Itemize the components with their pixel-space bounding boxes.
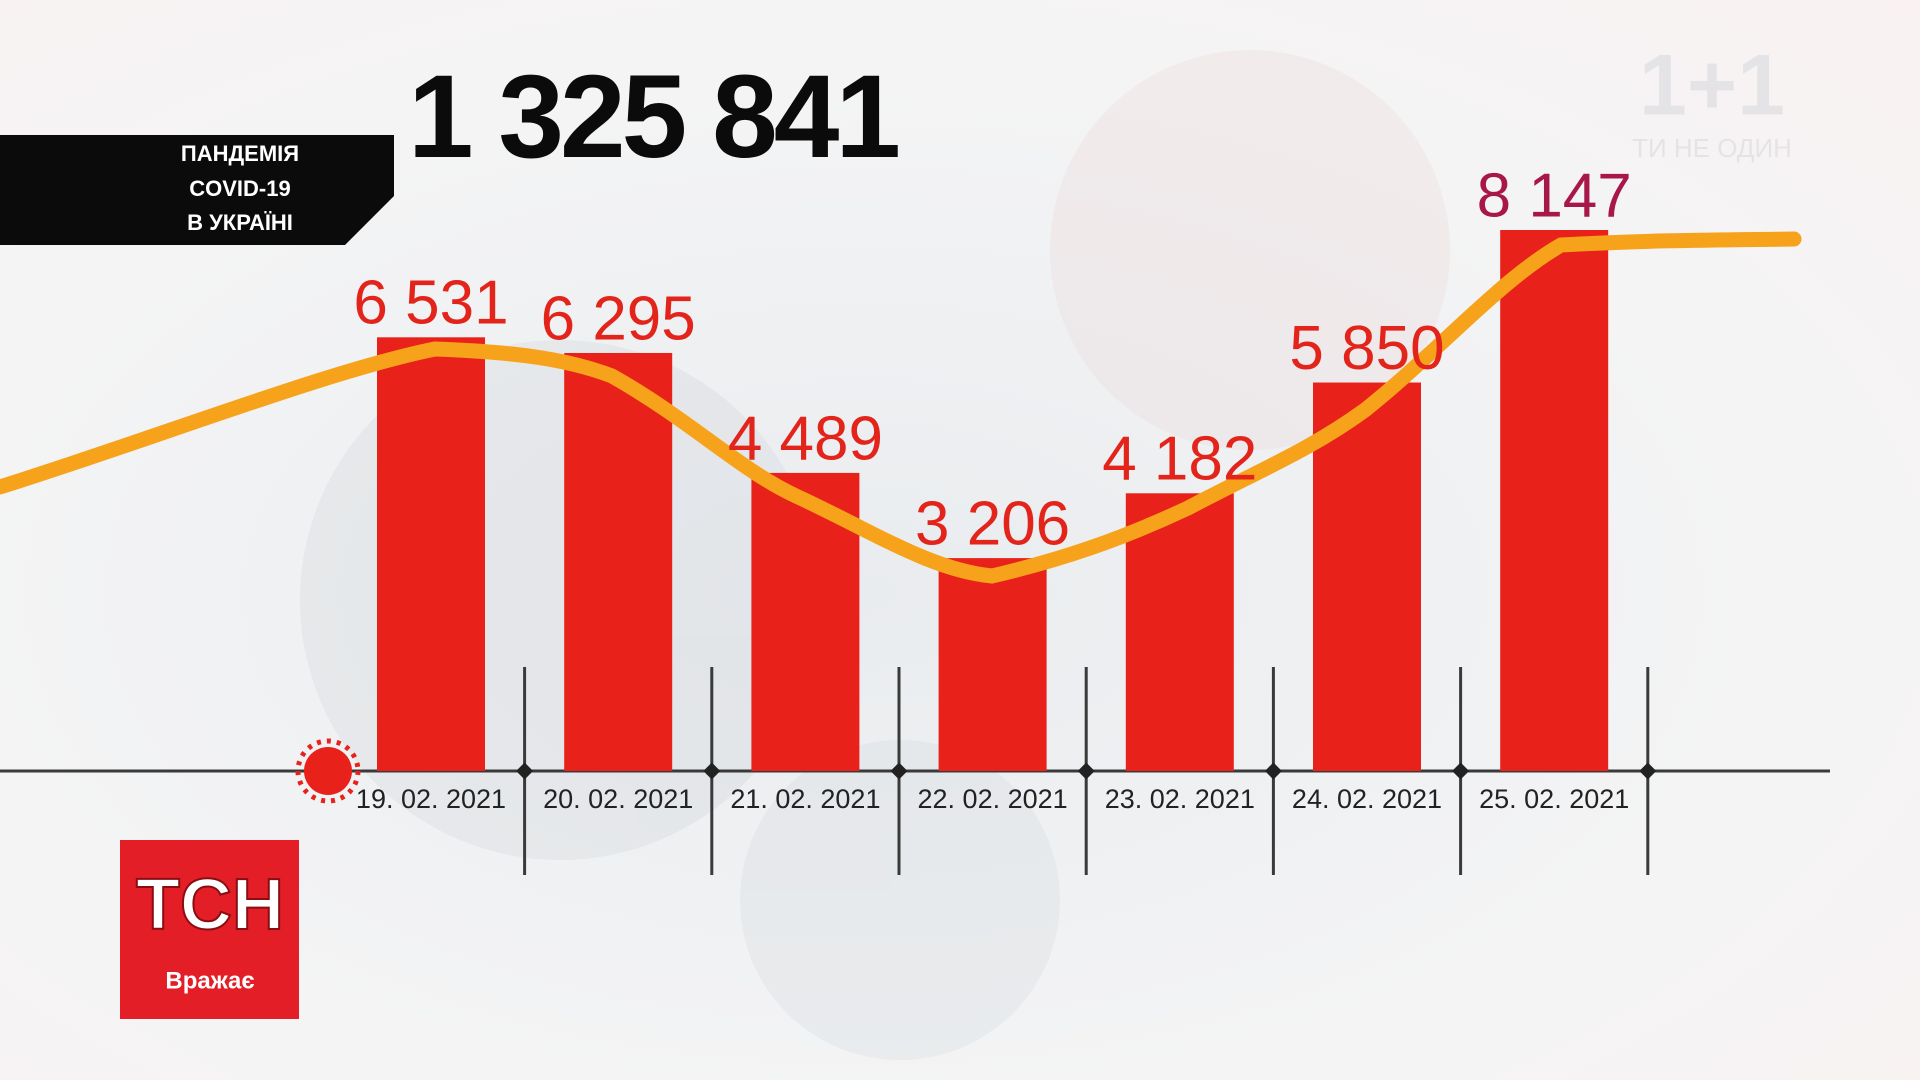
bars [377, 230, 1609, 771]
channel-logo: 1+1 [1639, 38, 1785, 134]
banner-line: В УКРАЇНІ [187, 210, 293, 235]
bar [1125, 493, 1234, 771]
axis-diamond [890, 762, 908, 780]
bar [1313, 382, 1421, 771]
headline: 1 325 841 [408, 51, 898, 183]
bar [938, 558, 1047, 771]
virus-icon [295, 738, 361, 804]
banner-line: COVID-19 [189, 176, 290, 201]
value-label: 8 147 [1477, 161, 1632, 230]
labels: 19. 02. 2021 6 531 20. 02. 2021 6 295 21. 02… [353, 161, 1631, 814]
bar [564, 352, 673, 771]
axis-diamond [703, 762, 721, 780]
value-label: 6 531 [353, 269, 508, 338]
axis-diamond [1077, 762, 1095, 780]
tsn-rubric: Вражає [165, 967, 254, 994]
value-label: 4 489 [728, 404, 883, 473]
x-tick-label: 22. 02. 2021 [918, 784, 1068, 814]
x-tick-label: 21. 02. 2021 [730, 784, 880, 814]
value-label: 3 206 [915, 489, 1070, 558]
x-tick-label: 19. 02. 2021 [356, 784, 506, 814]
separators [516, 667, 1657, 875]
axis-diamond [1639, 762, 1657, 780]
trend-line [0, 231, 1802, 584]
x-tick-label: 25. 02. 2021 [1479, 784, 1629, 814]
x-tick-label: 23. 02. 2021 [1105, 784, 1255, 814]
tsn-logo [120, 840, 299, 1019]
tsn-name: ТСН [136, 865, 284, 945]
x-tick-label: 20. 02. 2021 [543, 784, 693, 814]
value-label: 4 182 [1102, 425, 1257, 494]
channel-slogan: ТИ НЕ ОДИН [1632, 133, 1792, 163]
value-label: 6 295 [541, 284, 696, 353]
bar [377, 337, 485, 771]
banner [0, 135, 394, 245]
axis-diamond [1264, 762, 1282, 780]
bar [1500, 230, 1609, 771]
axis-diamond [1452, 762, 1470, 780]
value-label: 5 850 [1289, 314, 1444, 383]
banner-line: ПАНДЕМІЯ [181, 141, 299, 166]
x-tick-label: 24. 02. 2021 [1292, 784, 1442, 814]
axis-diamond [516, 762, 534, 780]
